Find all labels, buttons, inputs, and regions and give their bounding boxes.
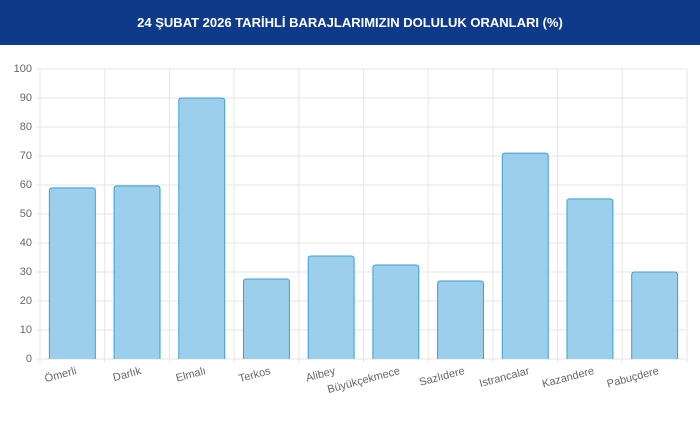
x-tick-label: Elmalı — [175, 365, 208, 385]
y-tick-label: 10 — [20, 324, 32, 336]
x-tick-label: Sazlıdere — [418, 365, 466, 389]
x-tick-label: Darlık — [112, 365, 143, 384]
y-tick-label: 0 — [26, 353, 32, 365]
bar — [307, 255, 355, 359]
x-tick-label: Istrancalar — [478, 365, 531, 390]
x-tick-label: Terkos — [238, 365, 273, 385]
bar — [113, 185, 161, 359]
x-tick-label: Büyükçekmece — [326, 365, 401, 396]
x-tick-label: Alibey — [305, 365, 338, 384]
bar — [566, 198, 614, 359]
x-tick-label: Pabuçdere — [606, 365, 661, 390]
chart-title: 24 ŞUBAT 2026 TARİHLİ BARAJLARIMIZIN DOL… — [0, 0, 700, 45]
y-tick-label: 90 — [20, 92, 32, 104]
bar — [631, 271, 679, 359]
y-tick-label: 80 — [20, 121, 32, 133]
x-tick-label: Ömerli — [43, 365, 77, 385]
x-tick-label: Kazandere — [541, 365, 596, 390]
bar — [242, 278, 290, 359]
y-tick-label: 70 — [20, 150, 32, 162]
bar — [178, 97, 226, 359]
y-tick-label: 30 — [20, 266, 32, 278]
bar — [372, 264, 420, 359]
y-tick-label: 40 — [20, 237, 32, 249]
y-tick-label: 100 — [14, 63, 32, 75]
y-tick-label: 50 — [20, 208, 32, 220]
bar — [48, 187, 96, 359]
y-tick-label: 20 — [20, 295, 32, 307]
chart: 0 10 20 30 40 50 60 70 80 90 100 Ömerli Darlık Elmalı… — [14, 63, 688, 396]
bar — [437, 280, 485, 359]
bar — [501, 152, 549, 359]
y-tick-label: 60 — [20, 179, 32, 191]
